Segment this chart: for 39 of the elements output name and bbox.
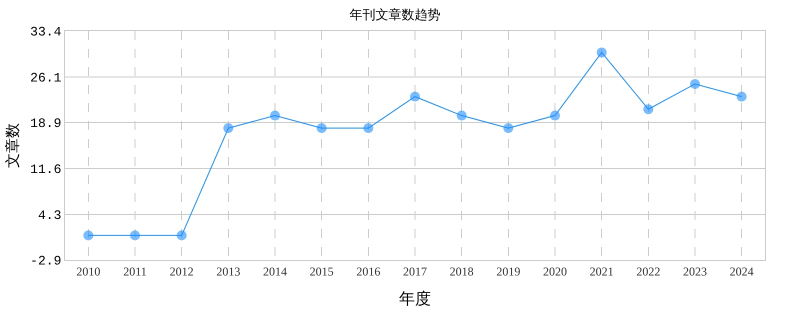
point [363, 123, 374, 134]
x-axis-title: 年度 [399, 290, 431, 308]
point [643, 104, 654, 114]
y-tick-label: 33.4 [30, 24, 62, 40]
x-tick-label: 2022 [636, 264, 660, 278]
x-tick-label: 2018 [450, 264, 474, 278]
x-tick-label: 2014 [263, 264, 287, 278]
point [223, 123, 234, 134]
x-tick-label: 2021 [590, 264, 614, 278]
x-tick-label: 2015 [310, 264, 334, 278]
point [690, 78, 700, 89]
chart-title: 年刊文章数趋势 [350, 7, 440, 22]
x-tick-label: 2020 [543, 264, 567, 278]
point [316, 123, 327, 134]
y-tick-label: 26.1 [30, 70, 62, 86]
point [503, 123, 514, 134]
x-tick-label: 2012 [170, 264, 194, 278]
x-tick-label: 2023 [683, 264, 707, 278]
x-tick-label: 2010 [76, 264, 100, 278]
x-tick-label: 2016 [356, 264, 380, 278]
point [550, 110, 560, 121]
point [596, 47, 607, 58]
x-tick-label: 2011 [123, 264, 147, 278]
point [270, 110, 280, 121]
x-tick-label: 2019 [496, 264, 520, 278]
y-tick-label: 18.9 [30, 116, 62, 132]
point [130, 230, 140, 240]
y-tick-label: 4.3 [38, 208, 62, 224]
point [736, 92, 747, 102]
point [176, 230, 187, 240]
point [410, 92, 420, 102]
x-tick-label: 2013 [216, 264, 240, 278]
y-tick-label: 11.6 [30, 162, 62, 178]
y-tick-label: -2.9 [30, 254, 62, 269]
point [83, 230, 94, 240]
y-axis-title: 文章数 [4, 123, 22, 168]
x-tick-label: 2017 [403, 264, 427, 278]
point [456, 110, 467, 121]
x-tick-label: 2024 [730, 264, 754, 278]
